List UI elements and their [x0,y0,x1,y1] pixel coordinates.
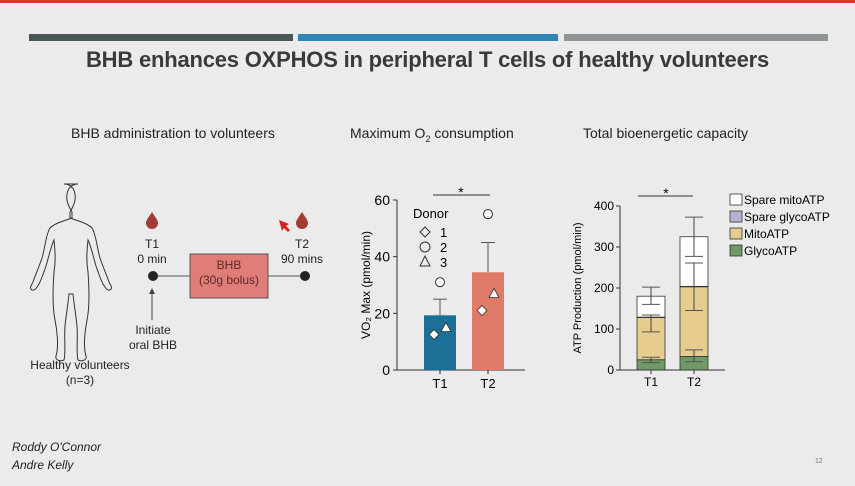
t1-dot [148,271,158,281]
bhb-box [189,253,269,299]
header-band-2 [298,34,558,41]
t2-label: T2 [294,237,309,251]
x-tick-label: T1 [644,375,658,389]
page-number: 12 [815,458,823,465]
y-tick-label: 0 [382,362,390,378]
legend-title: Donor [413,206,449,221]
legend-swatch [729,244,743,257]
slide-title: BHB enhances OXPHOS in peripheral T cell… [85,47,770,72]
authors: Roddy O'Connor Andre Kelly [12,438,101,474]
bar-T1 [424,315,456,370]
top-accent-bar [0,0,855,3]
x-tick-label: T1 [432,376,447,390]
t1-time: 0 min [137,252,167,266]
y-tick-label: 40 [374,249,390,265]
n-label: (n=3) [65,373,95,387]
t1-label: T1 [144,237,159,251]
header-band-1 [29,34,293,41]
significance-star: * [458,184,464,200]
legend-swatch [729,210,743,223]
legend-label: Spare mitoATP [744,193,824,207]
legend-triangle-icon [419,254,431,267]
chart2-title: Total bioenergetic capacity [583,125,748,141]
legend-label: 3 [440,255,447,270]
bar-T2 [472,272,504,370]
blood-drop-icon [296,212,308,229]
y-tick-label: 0 [607,363,614,377]
schematic-heading: BHB administration to volunteers [71,125,275,141]
author-2: Andre Kelly [12,458,74,472]
vo2-chart: 0 20 40 60 VO₂ Max (pmol/min) T1 T2 * Donor 123 [359,184,525,390]
legend-label: GlycoATP [744,244,797,258]
cursor-icon [279,220,290,232]
header-band-3 [564,34,828,41]
y-axis-label: ATP Production (pmol/min) [572,222,584,353]
initiate-line2: oral BHB [128,338,178,352]
legend-circle-icon [419,241,431,253]
blood-drop-icon [146,212,158,229]
legend-label: Spare glycoATP [744,210,830,224]
significance-star: * [663,185,669,201]
atp-chart: 0 100 200 300 400 ATP Production (pmol/min) T1… [572,185,830,389]
y-tick-label: 400 [594,199,614,213]
schematic-diagram [29,183,310,362]
y-tick-label: 100 [594,322,614,336]
author-1: Roddy O'Connor [12,440,102,454]
t2-time: 90 mins [280,252,324,266]
subject-label: Healthy volunteers [30,358,130,372]
human-silhouette-icon [29,183,113,362]
donor-2-point [483,209,493,220]
y-axis-label: VO₂ Max (pmol/min) [359,231,373,339]
t2-dot [300,271,310,281]
donor-1-point [428,329,440,341]
arrow-up-icon [149,288,155,294]
legend-label: 2 [440,240,447,255]
bhb-box-line1: BHB [216,258,242,272]
bhb-box-line2: (30g bolus) [198,273,260,287]
x-tick-label: T2 [687,375,701,389]
y-tick-label: 20 [374,305,390,321]
initiate-line1: Initiate [135,323,171,337]
chart1-title: Maximum O2 consumption [350,125,514,144]
donor-3-point [440,321,452,332]
y-tick-label: 300 [594,240,614,254]
donor-1-point [476,304,488,317]
legend-label: 1 [440,225,447,240]
legend-label: MitoATP [744,227,789,241]
legend-swatch [729,227,743,240]
y-tick-label: 200 [594,281,614,295]
legend-swatch [729,193,743,206]
y-tick-label: 60 [374,192,390,208]
x-tick-label: T2 [480,376,495,390]
donor-3-point [488,287,500,298]
donor-2-point [435,277,445,288]
legend-diamond-icon [419,226,431,238]
